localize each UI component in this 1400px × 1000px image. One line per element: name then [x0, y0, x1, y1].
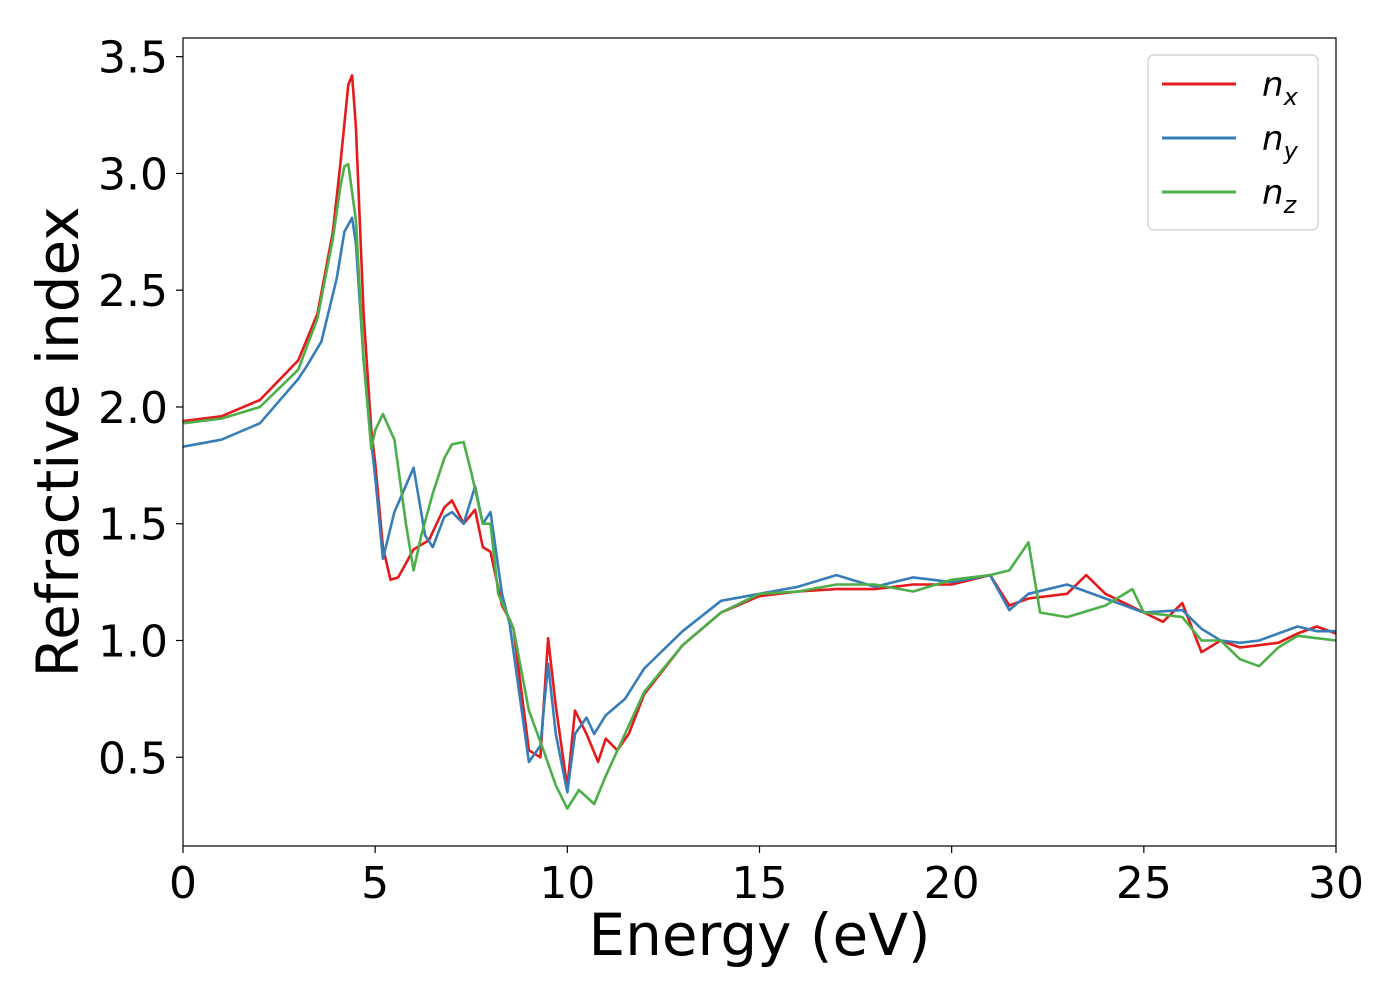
y-tick-label: 3.5	[98, 33, 168, 84]
x-axis-label: Energy (eV)	[588, 901, 930, 969]
x-tick-label: 5	[361, 858, 389, 909]
x-tick-label: 15	[732, 858, 788, 909]
legend-label-symbol: n	[1262, 119, 1284, 159]
x-tick-label: 25	[1116, 858, 1172, 909]
legend-label-subscript: y	[1283, 137, 1299, 165]
y-tick-label: 1.0	[98, 616, 168, 667]
legend-label-symbol: n	[1262, 65, 1284, 105]
y-tick-label: 3.0	[98, 149, 168, 200]
legend-label-ny: ny	[1262, 119, 1299, 165]
series-line-nx	[182, 74, 1337, 789]
x-tick-label: 30	[1308, 858, 1364, 909]
x-axis-ticks: 0 5 10 15 20 25 30	[169, 846, 1364, 909]
legend-label-subscript: x	[1283, 83, 1299, 111]
x-tick-label: 0	[169, 858, 197, 909]
y-tick-label: 2.0	[98, 383, 168, 434]
y-tick-label: 0.5	[98, 733, 168, 784]
series-line-nz	[182, 162, 1337, 810]
legend-box	[1147, 54, 1319, 231]
plot-area	[182, 74, 1337, 810]
x-tick-label: 10	[539, 858, 595, 909]
legend-label-nx: nx	[1262, 65, 1299, 111]
legend-label-symbol: n	[1262, 173, 1284, 213]
legend-label-subscript: z	[1283, 191, 1298, 219]
y-axis-label: Refractive index	[24, 206, 92, 677]
legend-label-nz: nz	[1262, 173, 1298, 219]
y-tick-label: 1.5	[98, 500, 168, 551]
y-tick-label: 2.5	[98, 266, 168, 317]
x-tick-label: 20	[924, 858, 980, 909]
y-axis-ticks: 0.5 1.0 1.5 2.0 2.5 3.0 3.5	[98, 33, 183, 784]
